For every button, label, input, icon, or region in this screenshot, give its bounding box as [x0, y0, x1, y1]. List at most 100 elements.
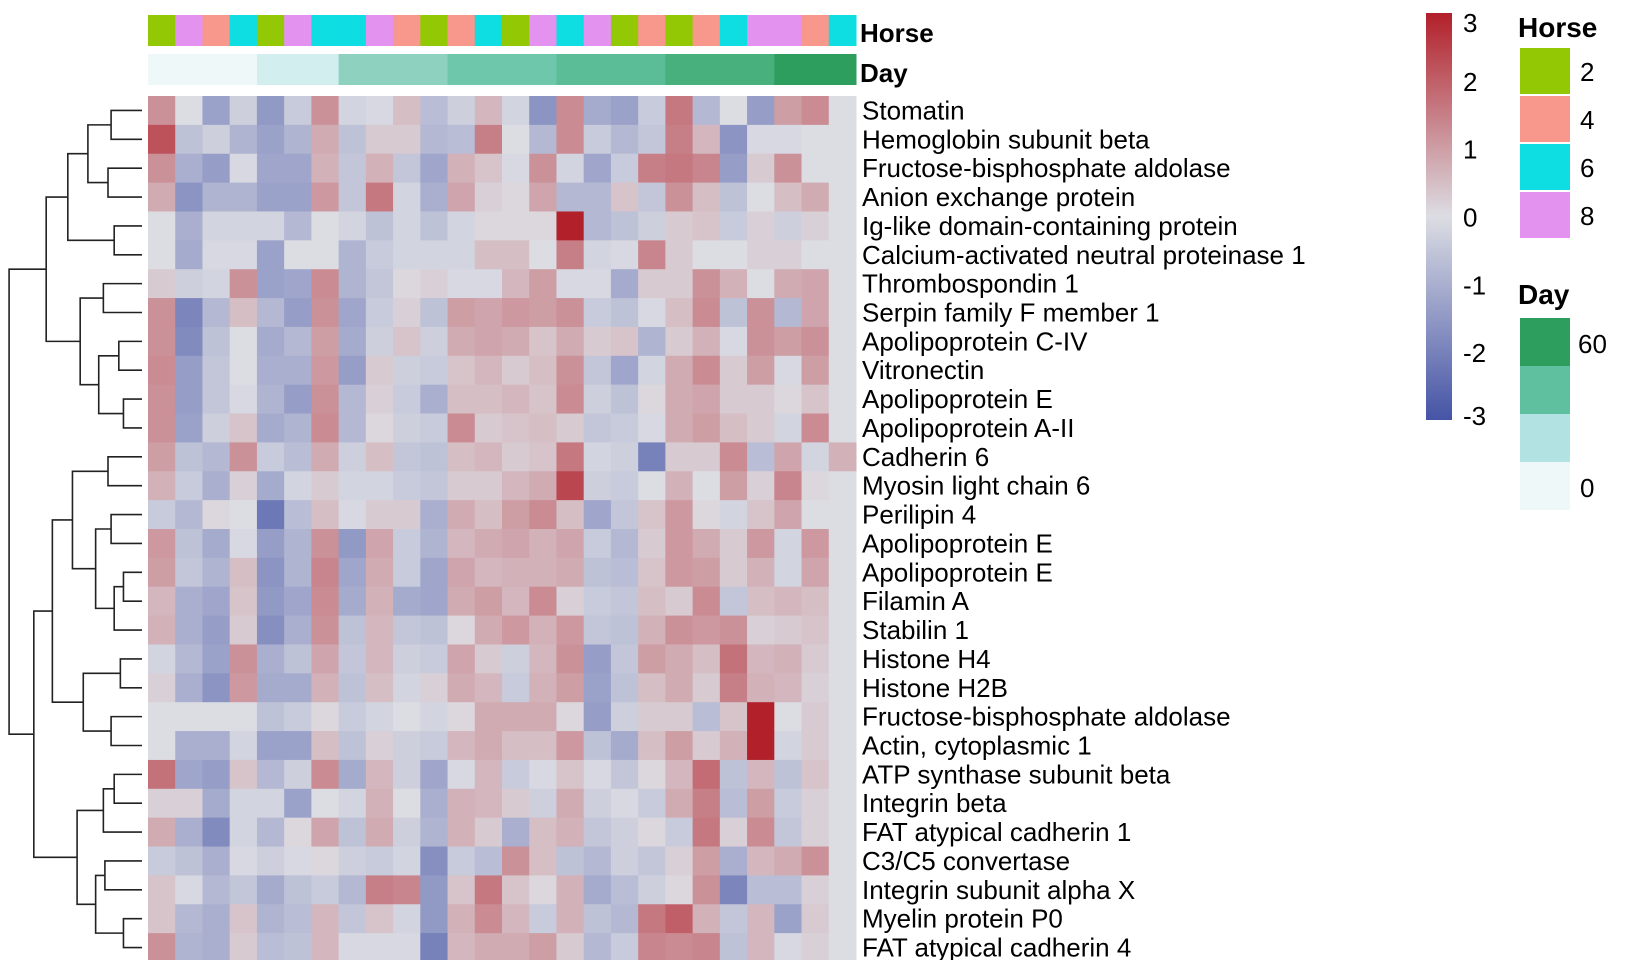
row-label: Stabilin 1 [862, 615, 969, 645]
heatmap-cell [610, 384, 639, 415]
heatmap-cell [610, 240, 639, 270]
heatmap-cell [610, 442, 639, 472]
heatmap-cell [284, 96, 312, 126]
heatmap-cell [665, 933, 694, 960]
heatmap-cell [256, 471, 285, 501]
heatmap-cell [474, 529, 503, 559]
heatmap-cell [638, 96, 666, 126]
heatmap-cell [420, 644, 449, 674]
heatmap-cell [338, 817, 367, 848]
heatmap-cell [365, 731, 394, 761]
heatmap-cell [284, 471, 312, 501]
heatmap-cell [256, 500, 285, 530]
heatmap-cell [175, 846, 203, 876]
heatmap-cell [148, 875, 176, 905]
heatmap-cell [502, 298, 530, 328]
heatmap-cell [474, 355, 503, 386]
heatmap-cell [583, 933, 612, 960]
heatmap-cell [420, 442, 449, 472]
heatmap-cell [338, 355, 367, 386]
heatmap-cell [284, 702, 312, 732]
heatmap-cell [719, 413, 748, 443]
heatmap-cell [229, 875, 258, 905]
horse-annotation-cell [148, 15, 176, 46]
heatmap-cell [229, 817, 258, 848]
heatmap-cell [447, 240, 476, 270]
heatmap-cell [256, 442, 285, 472]
horse-annotation-cell [502, 15, 530, 46]
heatmap-cell [393, 846, 421, 876]
heatmap-cell [229, 557, 258, 588]
heatmap-cell [365, 211, 394, 241]
heatmap-cell [284, 846, 312, 876]
heatmap-cell [148, 269, 176, 299]
heatmap-cell [801, 875, 830, 905]
row-label: Apolipoprotein E [862, 557, 1053, 587]
heatmap-cell [502, 759, 530, 790]
heatmap-cell [801, 153, 830, 184]
row-label: C3/C5 convertase [862, 846, 1070, 876]
heatmap-cell [583, 96, 612, 126]
heatmap-cell [148, 96, 176, 126]
heatmap-cell [774, 471, 803, 501]
color-scale-legend: -3 -2 -1 0 1 2 3 [1426, 8, 1486, 431]
heatmap-cell [638, 182, 666, 212]
heatmap-cell [311, 788, 340, 819]
heatmap-cell [311, 326, 340, 357]
dendrogram-branch [119, 658, 142, 689]
heatmap-cell [747, 586, 775, 617]
heatmap-cell [665, 182, 694, 212]
heatmap-cell [719, 182, 748, 212]
heatmap-cell [175, 673, 203, 703]
row-label: Stomatin [862, 95, 965, 125]
heatmap-cell [284, 731, 312, 761]
heatmap-cell [747, 471, 775, 501]
heatmap-cell [284, 413, 312, 443]
heatmap-cell [420, 326, 449, 357]
heatmap-cell [801, 96, 830, 126]
row-label: Cadherin 6 [862, 442, 989, 472]
heatmap-cell [447, 731, 476, 761]
heatmap-cell [774, 817, 803, 848]
heatmap-cell [311, 442, 340, 472]
heatmap-cell [801, 471, 830, 501]
heatmap-cell [393, 500, 421, 530]
heatmap-cell [229, 153, 258, 184]
row-label: Apolipoprotein A-II [862, 413, 1074, 443]
heatmap-cell [202, 557, 231, 588]
heatmap-cell [338, 846, 367, 876]
heatmap-cell [338, 211, 367, 241]
heatmap-cell [202, 731, 231, 761]
heatmap-cell [747, 904, 775, 934]
heatmap-cell [638, 413, 666, 443]
heatmap-cell [284, 615, 312, 645]
heatmap-cell [256, 875, 285, 905]
heatmap-cell [610, 846, 639, 876]
heatmap-cell [556, 875, 585, 905]
heatmap-cell [583, 500, 612, 530]
heatmap-cell [229, 269, 258, 299]
heatmap-cell [393, 759, 421, 790]
heatmap-cell [447, 846, 476, 876]
heatmap-cell [175, 817, 203, 848]
heatmap-cell [719, 471, 748, 501]
heatmap-cell [556, 413, 585, 443]
heatmap-cell [665, 269, 694, 299]
heatmap-cell [583, 586, 612, 617]
heatmap-cell [747, 557, 775, 588]
heatmap-cell [229, 240, 258, 270]
heatmap-cell [256, 673, 285, 703]
dendrogram-branch [122, 917, 142, 949]
heatmap-cell [284, 182, 312, 212]
heatmap-cell [256, 413, 285, 443]
heatmap-cell [719, 759, 748, 790]
heatmap-cell [202, 817, 231, 848]
heatmap-cell [692, 211, 721, 241]
row-label: Perilipin 4 [862, 500, 976, 530]
heatmap-cell [665, 500, 694, 530]
heatmap-cell [719, 817, 748, 848]
heatmap-cell [583, 557, 612, 588]
heatmap-cell [420, 269, 449, 299]
heatmap-cell [828, 615, 857, 645]
heatmap-cell [311, 904, 340, 934]
